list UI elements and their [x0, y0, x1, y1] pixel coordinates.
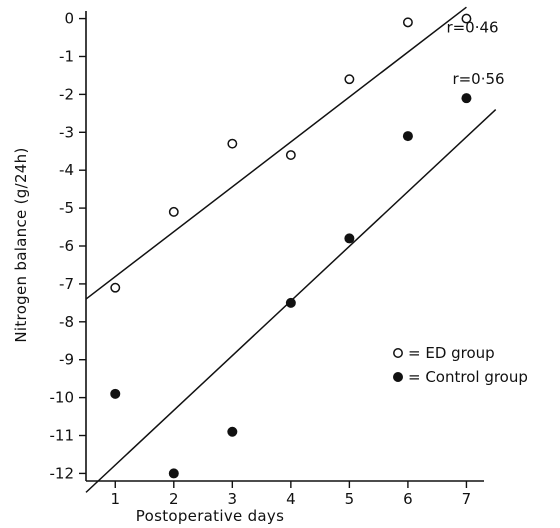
- data-points: [110, 13, 472, 479]
- y-tick-label: -7: [59, 275, 74, 293]
- legend: = ED group = Control group: [393, 344, 528, 386]
- open-circle-point: [344, 74, 355, 85]
- filled-circle-point: [110, 388, 121, 399]
- annotations: r=0·46 r=0·56: [446, 19, 504, 89]
- correlation-annotation: r=0·56: [452, 70, 504, 88]
- x-tick-label: 2: [169, 490, 179, 508]
- y-tick-label: -2: [59, 85, 74, 103]
- legend-entry-label: = ED group: [408, 344, 495, 362]
- y-axis-title: Nitrogen balance (g/24h): [12, 147, 30, 342]
- axes: 0 -1 -2 -3 -4 -5 -6 -7 -8 -9 -10 -11 -12 1 2 3 4 5 6 7: [50, 10, 484, 508]
- x-tick-label: 4: [286, 490, 296, 508]
- fit-lines: [85, 6, 497, 493]
- x-tick-label: 1: [110, 490, 120, 508]
- legend-filled-circle-marker: [393, 372, 403, 382]
- filled-circle-point: [227, 426, 238, 437]
- y-tick-label: -3: [59, 123, 74, 141]
- y-tick-label: -6: [59, 237, 74, 255]
- x-axis-title: Postoperative days: [136, 507, 284, 525]
- filled-circle-point: [344, 233, 355, 244]
- open-circle-point: [168, 206, 179, 217]
- filled-circle-point: [402, 131, 413, 142]
- correlation-annotation: r=0·46: [446, 19, 498, 37]
- y-tick-label: -5: [59, 199, 74, 217]
- open-circle-point: [285, 150, 296, 160]
- x-tick-label: 3: [228, 490, 238, 508]
- legend-open-circle-marker: [393, 348, 403, 358]
- open-circle-point: [227, 138, 238, 149]
- legend-entry-label: = Control group: [408, 368, 528, 386]
- x-tick-label: 7: [462, 490, 472, 508]
- y-tick-label: -12: [50, 464, 75, 482]
- y-tick-label: -8: [59, 313, 74, 331]
- y-tick-label: -4: [59, 161, 74, 179]
- x-tick-label: 5: [345, 490, 355, 508]
- open-circle-point: [110, 282, 121, 293]
- filled-circle-point: [461, 93, 472, 104]
- regression-line-0: [85, 6, 467, 300]
- x-tick-label: 6: [403, 490, 413, 508]
- y-tick-label: -9: [59, 351, 74, 369]
- open-circle-point: [461, 13, 472, 24]
- y-tick-label: -1: [59, 47, 74, 65]
- filled-circle-point: [285, 297, 296, 308]
- filled-circle-point: [168, 468, 179, 479]
- y-tick-label: -10: [50, 389, 75, 407]
- open-circle-point: [402, 17, 413, 28]
- y-tick-label: 0: [64, 10, 74, 28]
- y-tick-label: -11: [50, 427, 75, 445]
